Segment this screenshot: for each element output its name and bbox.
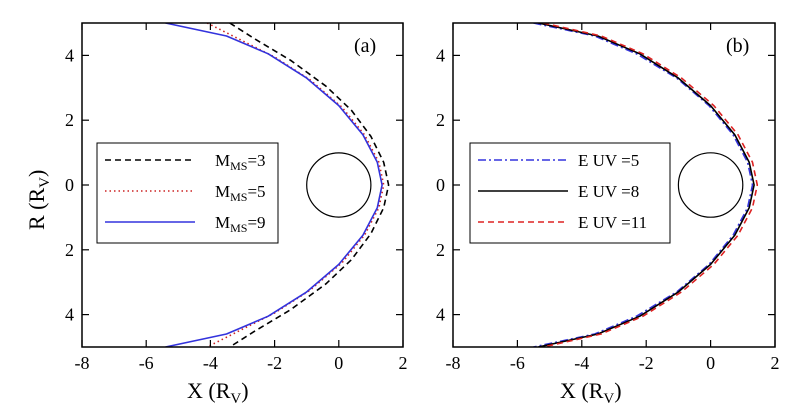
x-tick-label: -4: [574, 353, 589, 373]
legend-box: [469, 142, 671, 244]
panel-a-curves: [165, 23, 390, 347]
x-tick-label: -4: [203, 353, 218, 373]
y-tick-label: 0: [436, 175, 445, 195]
legend-label-b3: E UV =11: [578, 213, 647, 232]
y-tick-label: 2: [65, 110, 74, 130]
series-line-b3: [543, 23, 759, 347]
x-tick-label: -6: [139, 353, 154, 373]
panel-b: -8 -6 -4 -2 0 2 4 2 0 2 4 (b) E UV =5 E UV =8 E UV…: [436, 22, 780, 407]
planet-circle: [677, 152, 744, 218]
y-tick-label: 4: [65, 45, 74, 65]
legend-label-b1: E UV =5: [578, 151, 639, 170]
series-line-b2: [538, 23, 755, 347]
x-tick-label: -2: [267, 353, 282, 373]
y-tick-label: 4: [436, 305, 445, 325]
legend-label-b2: E UV =8: [578, 182, 639, 201]
x-tick-label: -2: [639, 353, 654, 373]
panel-a-ylabel: R (RV): [24, 170, 53, 230]
series-line-b1: [533, 23, 754, 347]
panel-b-legend: E UV =5 E UV =8 E UV =11: [469, 142, 671, 244]
x-tick-label: -6: [510, 353, 525, 373]
y-tick-label: 4: [65, 305, 74, 325]
x-tick-label: 2: [399, 353, 408, 373]
x-tick-label: 0: [706, 353, 715, 373]
panel-b-ticks: -8 -6 -4 -2 0 2 4 2 0 2 4: [436, 23, 780, 373]
y-tick-label: 0: [65, 175, 74, 195]
panel-a-xlabel: X (RV): [187, 378, 249, 407]
x-tick-label: -8: [75, 353, 90, 373]
panel-b-label: (b): [726, 35, 749, 57]
series-line-a1: [229, 23, 390, 347]
panel-b-curves: [533, 23, 759, 347]
series-line-a3: [165, 23, 383, 347]
x-tick-label: -8: [446, 353, 461, 373]
y-tick-label: 2: [436, 240, 445, 260]
y-tick-label: 2: [436, 110, 445, 130]
panel-a-ticks: -8 -6 -4 -2 0 2 4 2 0 2 4: [65, 23, 408, 373]
legend-label-a3: MMS=9: [215, 213, 266, 235]
panel-b-xlabel: X (RV): [560, 378, 622, 407]
y-tick-label: 4: [436, 45, 445, 65]
legend-label-a2: MMS=5: [215, 182, 266, 204]
legend-label-a1: MMS=3: [215, 151, 266, 173]
planet-circle: [306, 152, 372, 218]
panel-a-label: (a): [354, 35, 376, 57]
x-tick-label: 2: [771, 353, 780, 373]
x-tick-label: 0: [334, 353, 343, 373]
panel-a-legend: MMS=3 MMS=5 MMS=9: [96, 142, 279, 244]
panel-a: -8 -6 -4 -2 0 2 4 2 0 2 4 (a) MMS=3 MMS=5 MMS=9 X …: [24, 22, 408, 407]
y-tick-label: 2: [65, 240, 74, 260]
